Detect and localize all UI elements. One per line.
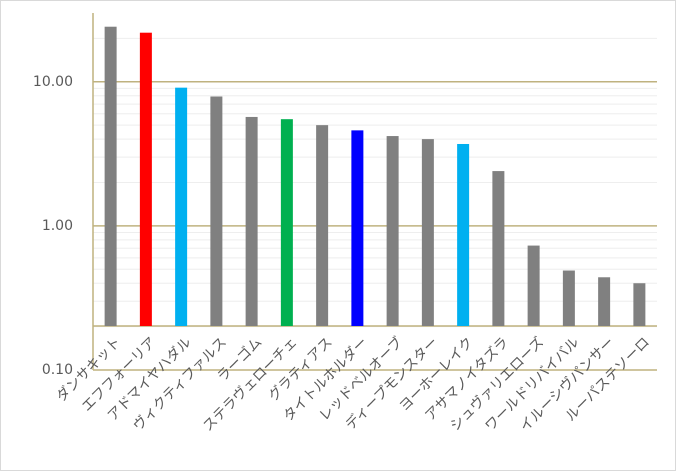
bar bbox=[492, 171, 505, 326]
bar bbox=[351, 130, 364, 326]
bar bbox=[562, 270, 575, 326]
bar bbox=[104, 26, 117, 327]
y-tick-label: 1.00 bbox=[42, 218, 73, 234]
y-tick-label: 10.00 bbox=[33, 74, 73, 90]
bar bbox=[527, 245, 540, 326]
bar bbox=[386, 136, 399, 326]
bar bbox=[598, 277, 611, 326]
bar bbox=[280, 119, 293, 326]
bar bbox=[316, 125, 329, 327]
bar bbox=[245, 116, 258, 326]
bar bbox=[175, 87, 188, 326]
bar bbox=[210, 96, 223, 327]
bar bbox=[421, 139, 434, 326]
bar bbox=[457, 143, 470, 326]
bar bbox=[633, 283, 646, 326]
bar bbox=[139, 32, 152, 327]
y-tick-label: 0.10 bbox=[42, 362, 73, 378]
